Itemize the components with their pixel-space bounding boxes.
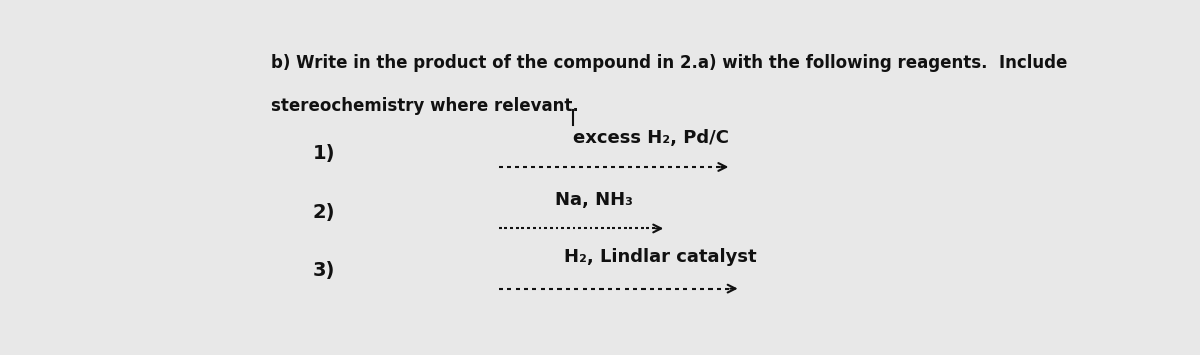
Text: 1): 1) — [313, 144, 335, 163]
Text: 3): 3) — [313, 261, 335, 280]
Text: b) Write in the product of the compound in 2.a) with the following reagents.  In: b) Write in the product of the compound … — [271, 54, 1067, 72]
Text: H₂, Lindlar catalyst: H₂, Lindlar catalyst — [564, 248, 756, 266]
Text: Na, NH₃: Na, NH₃ — [554, 191, 632, 209]
Text: stereochemistry where relevant.: stereochemistry where relevant. — [271, 97, 578, 115]
Text: excess H₂, Pd/C: excess H₂, Pd/C — [574, 129, 730, 147]
Text: 2): 2) — [313, 203, 335, 222]
